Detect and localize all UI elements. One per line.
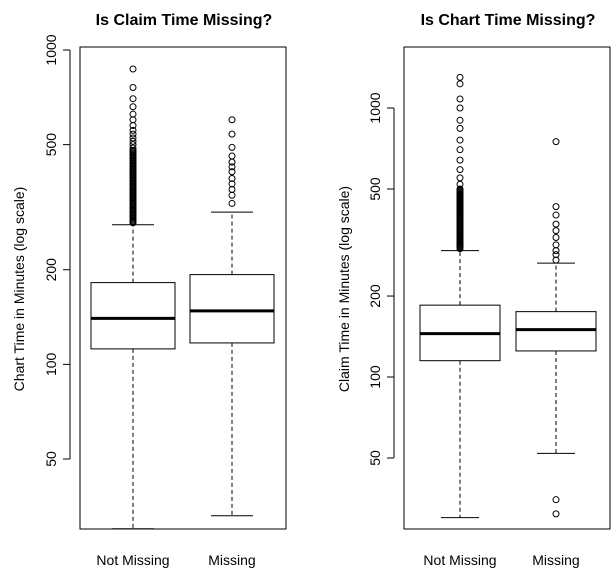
outlier-point (552, 203, 560, 211)
chart-title: Is Claim Time Missing? (96, 12, 273, 29)
outlier-point (129, 126, 137, 134)
outlier-point (129, 65, 137, 73)
outlier-point (552, 234, 560, 242)
iqr-box (90, 282, 176, 350)
x-tick-label: Not Missing (423, 552, 496, 568)
outlier-point (552, 247, 560, 255)
outlier-point (228, 168, 236, 176)
y-tick-label: 1000 (43, 34, 59, 65)
chart-title: Is Chart Time Missing? (421, 12, 596, 29)
y-tick-label: 50 (43, 451, 59, 467)
y-axis-label: Chart Time in Minutes (log scale) (11, 187, 27, 392)
y-tick-label: 100 (367, 365, 383, 389)
outlier-point (129, 144, 137, 152)
outlier-point (552, 256, 560, 264)
outlier-point (456, 124, 464, 132)
outlier-point (552, 220, 560, 228)
x-axis-tick-labels: Not Missing Missing (423, 552, 579, 568)
y-axis-label: Claim Time in Minutes (log scale) (336, 186, 352, 392)
outlier-point (228, 130, 236, 138)
x-tick-label: Missing (532, 552, 579, 568)
outlier-point (456, 174, 464, 182)
outlier-point (129, 95, 137, 103)
boxes (90, 65, 275, 530)
outlier-point (456, 166, 464, 174)
x-axis-tick-labels: Not Missing Missing (96, 552, 255, 568)
outlier-point (456, 146, 464, 154)
outlier-point (456, 156, 464, 164)
outlier-point (552, 138, 560, 146)
box-missing (515, 138, 597, 518)
outlier-point (129, 134, 137, 142)
outlier-point (456, 185, 464, 193)
outlier-point (456, 95, 464, 103)
outlier-point (129, 137, 137, 145)
plot-frame (403, 46, 611, 530)
outlier-point (552, 227, 560, 235)
iqr-box (189, 274, 275, 344)
outlier-point (228, 199, 236, 207)
x-tick-label: Missing (208, 552, 255, 568)
outlier-point (129, 141, 137, 149)
y-tick-label: 200 (367, 284, 383, 308)
outlier-point (228, 180, 236, 188)
box-not-missing (90, 65, 176, 530)
outlier-point (552, 251, 560, 259)
boxes (419, 73, 597, 519)
outlier-point (456, 180, 464, 188)
y-tick-label: 500 (43, 133, 59, 157)
y-tick-label: 200 (43, 258, 59, 282)
outlier-point (552, 496, 560, 504)
outlier-point (456, 104, 464, 112)
outlier-point (456, 80, 464, 88)
outlier-point (129, 83, 137, 91)
y-axis-ticks: 50 100 200 500 1000 (43, 34, 70, 467)
outlier-point (129, 103, 137, 111)
outlier-point (228, 143, 236, 151)
outlier-point (129, 130, 137, 138)
outlier-point (228, 175, 236, 183)
x-tick-label: Not Missing (96, 552, 169, 568)
outlier-point (552, 211, 560, 219)
panel-chart-time-missing: Is Chart Time Missing? Claim Time in Min… (336, 12, 611, 568)
outlier-point (228, 163, 236, 171)
outlier-point (456, 73, 464, 81)
y-tick-label: 500 (367, 177, 383, 201)
outlier-point (228, 116, 236, 124)
panel-claim-time-missing: Is Claim Time Missing? Chart Time in Min… (11, 12, 287, 568)
y-axis-ticks: 50 100 200 500 1000 (367, 92, 394, 466)
outlier-point (552, 510, 560, 518)
y-tick-label: 50 (367, 450, 383, 466)
y-tick-label: 1000 (367, 92, 383, 123)
outlier-point (456, 116, 464, 124)
plot-frame (79, 46, 287, 530)
iqr-box (515, 311, 597, 352)
outlier-point (129, 110, 137, 118)
outlier-point (228, 191, 236, 199)
outlier-point (456, 136, 464, 144)
box-missing (189, 116, 275, 517)
box-not-missing (419, 73, 501, 519)
y-tick-label: 100 (43, 352, 59, 376)
outlier-point (552, 241, 560, 249)
outlier-point (228, 152, 236, 160)
